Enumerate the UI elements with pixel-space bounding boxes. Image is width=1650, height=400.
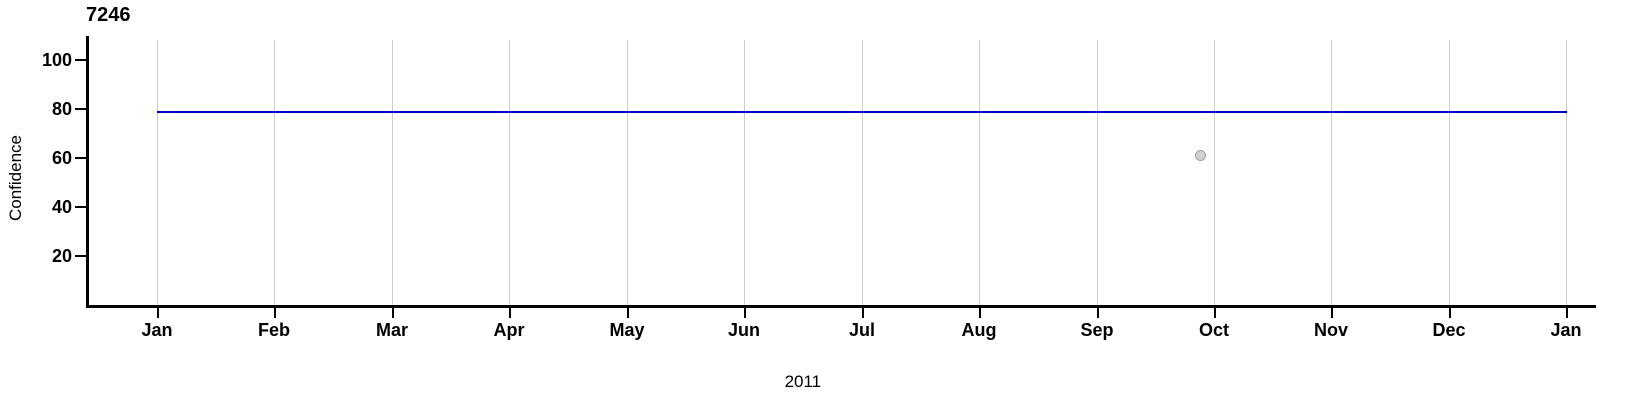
x-gridline	[1214, 40, 1215, 305]
x-tick-mark	[274, 308, 276, 318]
x-tick-mark	[744, 308, 746, 318]
x-tick-label: Sep	[1080, 320, 1114, 340]
x-tick-label: Dec	[1432, 320, 1466, 340]
x-gridline	[157, 40, 158, 305]
x-gridline	[744, 40, 745, 305]
x-tick-label: Jul	[848, 320, 875, 340]
y-tick-label: 20	[51, 245, 72, 266]
x-gridline	[509, 40, 510, 305]
y-axis-spine	[86, 36, 89, 308]
x-tick-label: Jan	[141, 320, 173, 340]
x-tick-label: May	[609, 320, 645, 340]
x-tick-label: Mar	[375, 320, 408, 340]
x-tick-mark	[509, 308, 511, 318]
x-tick-mark	[1331, 308, 1333, 318]
y-tick-mark	[75, 58, 86, 61]
y-tick-label: 40	[51, 196, 72, 217]
x-tick-mark	[1097, 308, 1099, 318]
x-tick-label: Jun	[727, 320, 760, 340]
threshold-line	[157, 111, 1567, 113]
page-title: 7246	[86, 4, 131, 26]
y-tick-mark	[75, 156, 86, 159]
x-tick-label: Feb	[257, 320, 290, 340]
y-tick-label: 80	[51, 98, 72, 119]
x-gridline	[1097, 40, 1098, 305]
y-tick-mark	[75, 205, 86, 208]
x-tick-mark	[157, 308, 159, 318]
x-tick-label: Nov	[1313, 320, 1348, 340]
x-gridline	[1449, 40, 1450, 305]
x-tick-label: Oct	[1198, 320, 1229, 340]
y-tick-mark	[75, 254, 86, 257]
x-tick-mark	[979, 308, 981, 318]
y-tick-mark	[75, 107, 86, 110]
x-gridline	[627, 40, 628, 305]
x-tick-mark	[1449, 308, 1451, 318]
x-gridline	[392, 40, 393, 305]
x-tick-mark	[862, 308, 864, 318]
x-gridline	[1566, 40, 1567, 305]
x-tick-mark	[392, 308, 394, 318]
x-axis-spine	[86, 305, 1596, 308]
x-tick-mark	[1214, 308, 1216, 318]
x-gridline	[862, 40, 863, 305]
data-point[interactable]	[1194, 149, 1206, 161]
x-tick-label: Apr	[493, 320, 525, 340]
x-axis-title: 2011	[784, 372, 822, 391]
x-gridline	[1331, 40, 1332, 305]
x-tick-label: Jan	[1550, 320, 1582, 340]
x-gridline	[274, 40, 275, 305]
y-tick-label: 100	[41, 49, 72, 70]
x-gridline	[979, 40, 980, 305]
x-tick-mark	[1566, 308, 1568, 318]
y-tick-label: 60	[51, 147, 72, 168]
x-tick-mark	[627, 308, 629, 318]
x-tick-label: Aug	[961, 320, 997, 340]
